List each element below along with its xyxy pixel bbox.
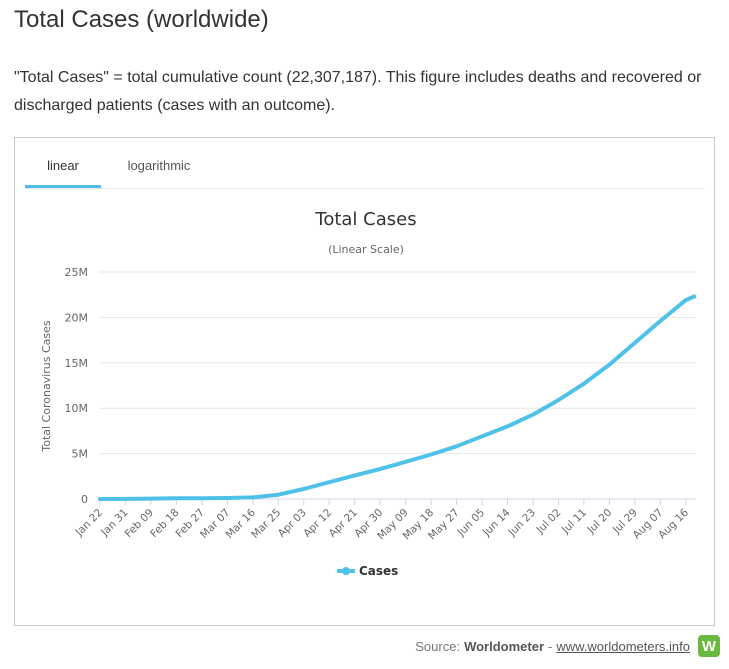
y-tick-label: 20M: [65, 311, 89, 324]
chart-panel: linear logarithmic Total Cases (Linear S…: [14, 137, 715, 626]
y-axis-ticks: 0 5M 10M 15M 20M 25M: [65, 266, 89, 506]
chart-title: Total Cases: [314, 209, 416, 230]
x-tick-label: Jul 02: [534, 507, 564, 537]
source-name: Worldometer: [464, 638, 544, 654]
page-description: "Total Cases" = total cumulative count (…: [14, 69, 702, 114]
series-line-cases[interactable]: [98, 294, 697, 501]
y-tick-label: 15M: [65, 357, 89, 370]
legend-item-cases[interactable]: Cases: [359, 564, 398, 578]
x-tick-label: Jan 22: [73, 507, 105, 539]
legend[interactable]: Cases: [337, 564, 398, 578]
tab-logarithmic[interactable]: logarithmic: [127, 158, 191, 173]
x-tick-label: Jun 23: [506, 507, 539, 540]
y-tick-label: 0: [81, 493, 88, 506]
x-tick-label: Jul 11: [559, 507, 589, 537]
worldometer-logo-icon[interactable]: W: [698, 635, 720, 657]
y-tick-label: 5M: [72, 448, 89, 461]
source-separator: -: [548, 638, 553, 654]
x-tick-label: Jun 14: [480, 506, 513, 539]
source-prefix: Source:: [415, 638, 461, 654]
y-tick-label: 10M: [65, 402, 89, 415]
y-tick-label: 25M: [65, 266, 89, 279]
chart-tabs: linear logarithmic: [25, 150, 705, 189]
legend-marker: [342, 567, 350, 575]
chart-subtitle: (Linear Scale): [328, 243, 404, 256]
y-axis-label: Total Coronavirus Cases: [40, 320, 53, 453]
total-cases-chart: Total Cases (Linear Scale) Total Coronav…: [40, 209, 697, 578]
source-credit: Source: Worldometer - www.worldometers.i…: [415, 635, 720, 657]
x-tick-label: Jun 05: [455, 507, 488, 540]
series-layer: [98, 294, 697, 501]
page-title: Total Cases (worldwide): [14, 6, 269, 33]
tab-linear[interactable]: linear: [25, 150, 101, 188]
x-tick-label: Jul 20: [585, 507, 615, 537]
source-link[interactable]: www.worldometers.info: [556, 638, 690, 654]
